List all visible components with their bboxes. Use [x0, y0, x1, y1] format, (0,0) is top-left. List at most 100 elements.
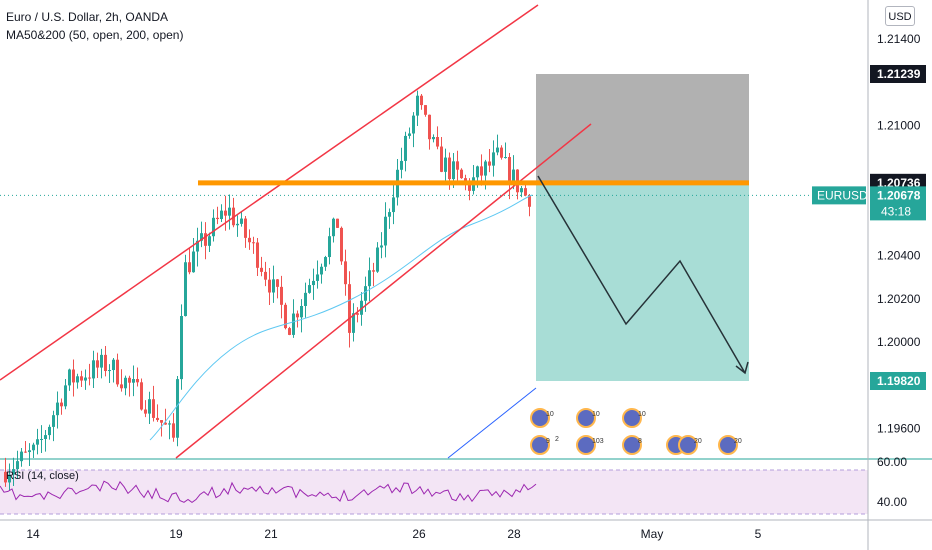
candle	[448, 157, 451, 180]
candle	[152, 399, 155, 418]
event-marker	[530, 435, 550, 455]
candle	[12, 469, 15, 475]
candle	[416, 95, 419, 116]
indicator-legend: MA50&200 (50, open, 200, open)	[6, 28, 184, 42]
candle	[124, 377, 127, 389]
price-tick: 1.20000	[877, 335, 921, 349]
event-marker	[678, 435, 698, 455]
candle	[452, 161, 455, 180]
candle	[96, 360, 99, 368]
event-marker	[718, 435, 738, 455]
target-top-label-bg	[870, 65, 926, 83]
event-marker-label: 2	[555, 436, 559, 443]
stop-loss-zone	[536, 74, 749, 183]
candle	[348, 284, 351, 333]
price-tick: 1.20200	[877, 292, 921, 306]
candle	[40, 438, 43, 440]
price-tick: 1.21400	[877, 32, 921, 46]
candle	[336, 218, 339, 228]
candle	[160, 420, 163, 423]
candle	[344, 261, 347, 285]
candle	[44, 435, 47, 439]
candle	[104, 354, 107, 372]
candle	[368, 270, 371, 287]
time-tick: 14	[26, 527, 40, 541]
candle	[380, 245, 383, 248]
candle	[480, 166, 483, 176]
current-price-bg	[870, 186, 926, 221]
candle	[20, 451, 23, 462]
candle	[228, 207, 231, 216]
price-tick: 1.19600	[877, 422, 921, 436]
candle	[204, 233, 207, 246]
take-profit-zone	[536, 182, 749, 381]
event-marker	[576, 435, 596, 455]
candle	[260, 267, 263, 272]
candle	[296, 313, 299, 318]
candle	[64, 385, 67, 407]
candle	[404, 135, 407, 161]
rsi-tick: 60.00	[877, 455, 907, 469]
candle	[180, 316, 183, 380]
event-marker-label: 10	[638, 411, 646, 418]
candle	[384, 216, 387, 246]
candle	[460, 169, 463, 179]
symbol-tag-bg	[812, 186, 866, 205]
candle	[76, 376, 79, 383]
resistance-label: 1.20736	[877, 176, 921, 190]
event-marker-label: 10	[592, 411, 600, 418]
candle	[508, 157, 511, 185]
candle	[484, 161, 487, 176]
candle	[52, 415, 55, 427]
candle	[280, 286, 283, 305]
candle	[116, 359, 119, 385]
candle	[164, 422, 167, 425]
candle	[112, 359, 115, 371]
candle	[392, 197, 395, 213]
candle	[376, 247, 379, 272]
channel-lower-line	[175, 123, 592, 459]
candle	[216, 217, 219, 220]
candle	[488, 161, 491, 166]
currency-button[interactable]: USD	[885, 6, 915, 26]
candle	[364, 286, 367, 301]
candle	[156, 417, 159, 421]
candle	[308, 285, 311, 293]
candle	[428, 114, 431, 140]
candle	[240, 218, 243, 224]
candle	[220, 210, 223, 220]
symbol-tag: EURUSD	[817, 188, 868, 202]
price-tick: 1.21000	[877, 119, 921, 133]
candle	[504, 157, 507, 159]
candle	[496, 147, 499, 153]
candle	[424, 105, 427, 115]
candle	[436, 137, 439, 147]
rsi-band	[0, 470, 868, 514]
candle	[188, 262, 191, 273]
candle	[68, 369, 71, 386]
candle	[192, 251, 195, 273]
candle	[432, 137, 435, 140]
channel-upper-line	[0, 4, 539, 381]
candle	[36, 439, 39, 445]
candle	[492, 152, 495, 166]
candle	[88, 377, 91, 379]
candle	[80, 376, 83, 381]
projection-arrow	[735, 361, 749, 375]
event-marker-label: 20	[734, 438, 742, 445]
candle	[408, 133, 411, 136]
candle	[512, 169, 515, 185]
candle	[48, 426, 51, 436]
candle	[440, 146, 443, 172]
symbol-title: Euro / U.S. Dollar, 2h, OANDA	[6, 10, 169, 24]
candle	[412, 115, 415, 134]
ma50-line	[149, 194, 533, 441]
candle	[100, 354, 103, 368]
candle	[236, 223, 239, 226]
ma200-line	[447, 387, 537, 459]
target-bottom-label: 1.19820	[877, 374, 921, 388]
projection-path	[537, 175, 746, 374]
candle	[468, 181, 471, 191]
candle	[464, 178, 467, 182]
